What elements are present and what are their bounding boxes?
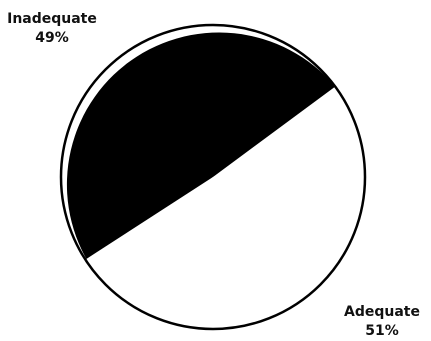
pie-slice-inadequate: [66, 32, 336, 275]
slice-label-adequate: Adequate 51%: [337, 303, 427, 341]
slice-label-adequate-value: 51%: [365, 323, 399, 339]
slice-label-inadequate-name: Inadequate: [7, 11, 97, 27]
pie-slices: [66, 32, 370, 338]
pie-outline: [59, 23, 367, 331]
slice-label-inadequate-value: 49%: [35, 30, 69, 46]
slice-label-adequate-name: Adequate: [344, 304, 420, 320]
pie-slice-adequate: [85, 102, 370, 338]
slice-label-inadequate: Inadequate 49%: [2, 10, 102, 48]
